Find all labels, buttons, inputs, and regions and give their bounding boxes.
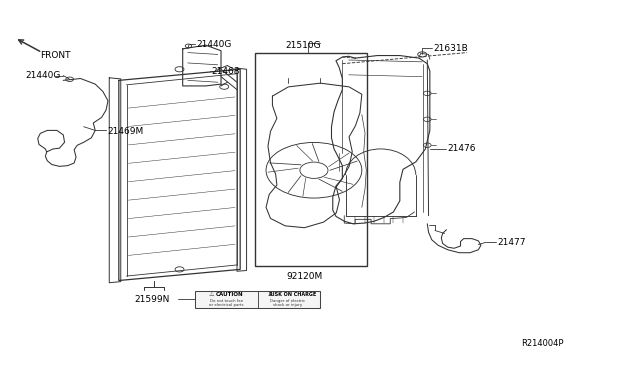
Text: 21631B: 21631B xyxy=(433,44,468,52)
Text: 92120M: 92120M xyxy=(287,272,323,280)
Text: ⚠: ⚠ xyxy=(268,292,273,298)
Text: 21440G: 21440G xyxy=(25,71,60,80)
Text: 21510G: 21510G xyxy=(285,41,321,51)
Text: 21599N: 21599N xyxy=(135,295,170,304)
Text: ⚠: ⚠ xyxy=(209,292,214,298)
Bar xyxy=(255,52,367,266)
Text: 21477: 21477 xyxy=(497,238,525,247)
Text: Do not touch fan
or electrical parts: Do not touch fan or electrical parts xyxy=(209,299,244,307)
Text: Danger of electric
shock or injury: Danger of electric shock or injury xyxy=(270,299,305,307)
Text: CAUTION: CAUTION xyxy=(215,292,243,297)
Text: RISK ON CHARGE: RISK ON CHARGE xyxy=(269,292,316,297)
Text: 21469M: 21469M xyxy=(108,126,143,136)
Text: FRONT: FRONT xyxy=(40,51,71,60)
Text: R214004P: R214004P xyxy=(521,339,564,348)
Text: 21476: 21476 xyxy=(448,144,476,153)
Text: 21440G: 21440G xyxy=(196,40,232,49)
Text: 21468: 21468 xyxy=(211,67,240,76)
Bar xyxy=(195,291,320,308)
